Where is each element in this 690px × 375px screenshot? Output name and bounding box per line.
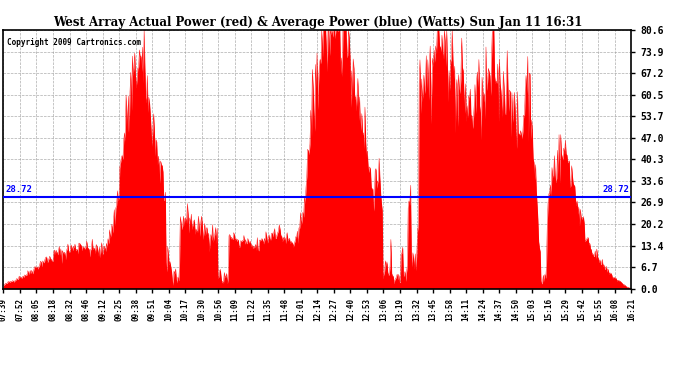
Title: West Array Actual Power (red) & Average Power (blue) (Watts) Sun Jan 11 16:31: West Array Actual Power (red) & Average … bbox=[52, 16, 582, 29]
Text: Copyright 2009 Cartronics.com: Copyright 2009 Cartronics.com bbox=[7, 38, 141, 47]
Text: 28.72: 28.72 bbox=[5, 185, 32, 194]
Text: 28.72: 28.72 bbox=[603, 185, 630, 194]
